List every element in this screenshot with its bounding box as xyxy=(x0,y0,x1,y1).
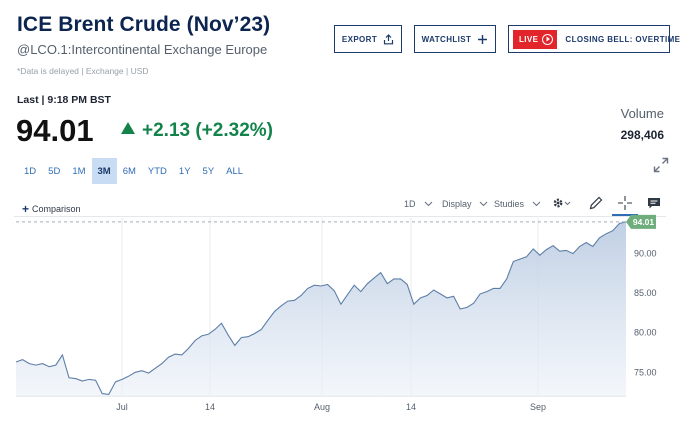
range-tab-1m[interactable]: 1M xyxy=(72,165,86,177)
y-tick-label: 75.00 xyxy=(634,367,657,377)
last-price: 94.01 xyxy=(16,113,94,148)
studies-label: Studies xyxy=(494,199,525,209)
last-price-tag-shape xyxy=(626,214,656,229)
data-delay-note: *Data is delayed | Exchange | USD xyxy=(17,66,149,76)
y-tick-label: 80.00 xyxy=(634,328,657,338)
range-tab-6m[interactable]: 6M xyxy=(122,165,136,177)
x-tick-label: Jul xyxy=(116,402,128,412)
closing-bell-live-button[interactable]: LIVE CLOSING BELL: OVERTIME xyxy=(508,25,680,53)
interval-label: 1D xyxy=(404,199,416,209)
price-area-fill xyxy=(16,221,626,396)
last-trade-time: Last | 9:18 PM BST xyxy=(17,94,111,106)
x-tick-label: 14 xyxy=(406,402,416,412)
chevron-down-icon xyxy=(532,201,540,207)
symbol-exchange-line: @LCO.1:Intercontinental Exchange Europe xyxy=(17,42,268,57)
settings-icon[interactable] xyxy=(551,195,573,211)
range-tab-1y[interactable]: 1Y xyxy=(178,165,191,177)
range-tab-5y[interactable]: 5Y xyxy=(202,165,215,177)
play-icon xyxy=(542,33,554,45)
closing-bell-label: CLOSING BELL: OVERTIME xyxy=(565,34,680,44)
range-tab-1d[interactable]: 1D xyxy=(24,165,37,177)
x-tick-label: Aug xyxy=(314,402,330,412)
chevron-down-icon xyxy=(424,201,433,207)
y-tick-label: 85.00 xyxy=(634,288,657,298)
comment-icon[interactable] xyxy=(646,195,662,211)
live-badge-label: LIVE xyxy=(519,34,539,44)
comparison-label: Comparison xyxy=(32,204,81,214)
share-icon xyxy=(383,33,394,45)
volume-value: 298,406 xyxy=(620,128,664,142)
studies-dropdown[interactable]: Studies xyxy=(494,199,541,209)
range-tab-all[interactable]: ALL xyxy=(226,165,244,177)
chevron-down-icon xyxy=(479,201,488,207)
range-tab-3m[interactable]: 3M xyxy=(91,158,117,184)
x-tick-label: Sep xyxy=(530,402,546,412)
interval-dropdown[interactable]: 1D xyxy=(404,199,433,209)
draw-pencil-icon[interactable] xyxy=(588,195,604,211)
last-price-tag-label: 94.01 xyxy=(633,217,655,227)
range-tab-5d[interactable]: 5D xyxy=(48,165,61,177)
display-label: Display xyxy=(442,199,472,209)
export-button-label: EXPORT xyxy=(341,34,378,44)
comparison-button[interactable]: + Comparison xyxy=(22,201,81,216)
plus-icon xyxy=(477,34,488,45)
range-tab-ytd[interactable]: YTD xyxy=(147,165,167,177)
x-tick-label: 14 xyxy=(205,402,215,412)
live-badge: LIVE xyxy=(513,29,558,49)
toolbar-divider xyxy=(14,216,666,217)
last-price-tag: 94.01 xyxy=(626,214,656,229)
price-change: +2.13 (+2.32%) xyxy=(142,120,273,141)
expand-icon[interactable] xyxy=(653,157,669,173)
crosshair-icon[interactable] xyxy=(617,195,633,211)
display-dropdown[interactable]: Display xyxy=(442,199,488,209)
watchlist-button[interactable]: WATCHLIST xyxy=(414,25,496,53)
y-tick-label: 90.00 xyxy=(634,249,657,259)
page-title: ICE Brent Crude (Nov’23) xyxy=(17,13,271,36)
volume-label: Volume xyxy=(620,106,664,121)
plus-icon: + xyxy=(22,202,30,216)
up-arrow-icon xyxy=(121,122,135,134)
active-tool-indicator xyxy=(612,214,638,216)
watchlist-button-label: WATCHLIST xyxy=(421,34,472,44)
price-line xyxy=(15,221,627,395)
time-range-tabs: 1D 5D 1M 3M 6M YTD 1Y 5Y ALL xyxy=(18,158,249,184)
export-button[interactable]: EXPORT xyxy=(334,25,402,53)
